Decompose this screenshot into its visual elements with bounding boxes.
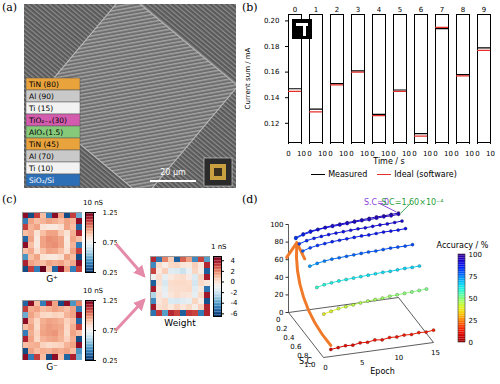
svg-text:S.C=0: S.C=0 bbox=[364, 197, 389, 207]
html-text:1 nS: 1 nS bbox=[211, 243, 227, 251]
svg-text:10: 10 bbox=[402, 150, 411, 158]
svg-text:0: 0 bbox=[454, 150, 458, 158]
svg-text:20: 20 bbox=[275, 291, 284, 299]
svg-text:0.18: 0.18 bbox=[264, 43, 280, 51]
svg-text:Accuracy / %: Accuracy / % bbox=[437, 241, 489, 250]
svg-text:10: 10 bbox=[486, 150, 495, 158]
svg-text:0: 0 bbox=[412, 150, 416, 158]
svg-text:Current sum / mA: Current sum / mA bbox=[244, 47, 252, 109]
svg-text:10: 10 bbox=[444, 150, 453, 158]
svg-text:4: 4 bbox=[231, 257, 236, 265]
html-text:Ideal (software): Ideal (software) bbox=[394, 170, 457, 179]
svg-text:0.25: 0.25 bbox=[103, 269, 118, 276]
svg-text:0: 0 bbox=[293, 6, 297, 14]
svg-text:-4: -4 bbox=[231, 299, 239, 307]
svg-text:5: 5 bbox=[360, 359, 364, 367]
html-text:Measured: Measured bbox=[328, 170, 368, 179]
html-text:Time / s: Time / s bbox=[373, 157, 405, 166]
html-text:(a): (a) bbox=[2, 1, 18, 14]
html-text:(d): (d) bbox=[242, 193, 258, 206]
svg-text:10: 10 bbox=[318, 150, 327, 158]
svg-text:S.C=1.60×10⁻⁴: S.C=1.60×10⁻⁴ bbox=[381, 198, 443, 207]
svg-text:10: 10 bbox=[339, 150, 348, 158]
svg-text:60: 60 bbox=[275, 256, 284, 264]
svg-text:50: 50 bbox=[469, 295, 478, 303]
svg-text:0: 0 bbox=[231, 278, 235, 286]
svg-text:TiN (80): TiN (80) bbox=[28, 80, 59, 89]
svg-text:7: 7 bbox=[440, 6, 444, 14]
html-text:(c): (c) bbox=[2, 193, 17, 206]
svg-text:9: 9 bbox=[482, 6, 486, 14]
svg-text:1.25: 1.25 bbox=[103, 297, 118, 305]
svg-text:0: 0 bbox=[433, 150, 437, 158]
svg-text:Ti (15): Ti (15) bbox=[28, 104, 53, 113]
html-text:10 nS: 10 nS bbox=[83, 199, 103, 207]
html-text:Weight: Weight bbox=[164, 318, 196, 328]
svg-text:2: 2 bbox=[231, 268, 235, 276]
html-text:G⁻: G⁻ bbox=[46, 362, 58, 372]
svg-text:0: 0 bbox=[276, 316, 280, 324]
svg-text:TiN (45): TiN (45) bbox=[28, 140, 59, 149]
svg-text:0.6: 0.6 bbox=[290, 343, 302, 351]
html-text:G⁺: G⁺ bbox=[46, 274, 58, 284]
svg-text:0: 0 bbox=[475, 150, 479, 158]
svg-text:0.16: 0.16 bbox=[264, 68, 280, 76]
svg-text:0: 0 bbox=[307, 150, 311, 158]
svg-text:25: 25 bbox=[469, 317, 478, 325]
svg-text:S.C: S.C bbox=[299, 357, 313, 366]
svg-text:0.20: 0.20 bbox=[264, 17, 280, 25]
svg-text:20 μm: 20 μm bbox=[160, 168, 186, 177]
html-text:(b): (b) bbox=[242, 1, 258, 14]
svg-text:10: 10 bbox=[423, 150, 432, 158]
svg-text:75: 75 bbox=[469, 273, 478, 281]
svg-text:Al (70): Al (70) bbox=[29, 152, 54, 161]
svg-text:0: 0 bbox=[279, 308, 284, 317]
svg-text:0: 0 bbox=[323, 364, 327, 372]
svg-text:10: 10 bbox=[297, 150, 306, 158]
svg-text:80: 80 bbox=[275, 238, 284, 246]
svg-text:TiO₂₋ₓ(30): TiO₂₋ₓ(30) bbox=[28, 116, 67, 125]
svg-text:0.14: 0.14 bbox=[264, 94, 280, 102]
svg-text:0.75: 0.75 bbox=[103, 327, 118, 335]
svg-text:0.8: 0.8 bbox=[297, 351, 309, 360]
svg-text:0: 0 bbox=[469, 339, 473, 347]
svg-text:2: 2 bbox=[335, 6, 339, 14]
svg-text:0: 0 bbox=[349, 150, 353, 158]
svg-text:10: 10 bbox=[381, 150, 390, 158]
svg-text:Epoch: Epoch bbox=[370, 367, 395, 376]
svg-text:40: 40 bbox=[275, 274, 284, 282]
svg-text:8: 8 bbox=[461, 6, 465, 14]
svg-text:1: 1 bbox=[314, 6, 318, 14]
svg-text:100: 100 bbox=[469, 251, 482, 259]
svg-text:10: 10 bbox=[394, 354, 403, 362]
svg-text:Ti (10): Ti (10) bbox=[28, 164, 53, 173]
svg-text:0: 0 bbox=[328, 150, 332, 158]
svg-text:0.25: 0.25 bbox=[103, 357, 118, 364]
svg-text:1.25: 1.25 bbox=[103, 209, 118, 217]
svg-text:4: 4 bbox=[377, 6, 382, 14]
svg-text:-2: -2 bbox=[231, 289, 238, 297]
svg-text:SiO₂/Si: SiO₂/Si bbox=[29, 176, 54, 185]
svg-text:0.75: 0.75 bbox=[103, 239, 118, 247]
svg-text:5: 5 bbox=[398, 6, 402, 14]
svg-text:6: 6 bbox=[419, 6, 424, 14]
svg-text:-6: -6 bbox=[231, 310, 239, 318]
html-text:10 nS: 10 nS bbox=[83, 287, 103, 295]
svg-text:0.2: 0.2 bbox=[276, 325, 287, 333]
svg-text:Al (90): Al (90) bbox=[29, 92, 54, 101]
svg-text:AlOₓ(1.5): AlOₓ(1.5) bbox=[29, 128, 63, 137]
svg-text:0: 0 bbox=[391, 150, 395, 158]
svg-text:0: 0 bbox=[286, 150, 290, 158]
svg-text:0.4: 0.4 bbox=[283, 334, 295, 342]
svg-text:3: 3 bbox=[356, 6, 360, 14]
svg-text:15: 15 bbox=[431, 349, 440, 357]
svg-text:10: 10 bbox=[360, 150, 369, 158]
svg-text:0: 0 bbox=[370, 150, 374, 158]
svg-text:100: 100 bbox=[270, 221, 283, 229]
svg-text:10: 10 bbox=[465, 150, 474, 158]
svg-text:0.12: 0.12 bbox=[264, 120, 280, 128]
